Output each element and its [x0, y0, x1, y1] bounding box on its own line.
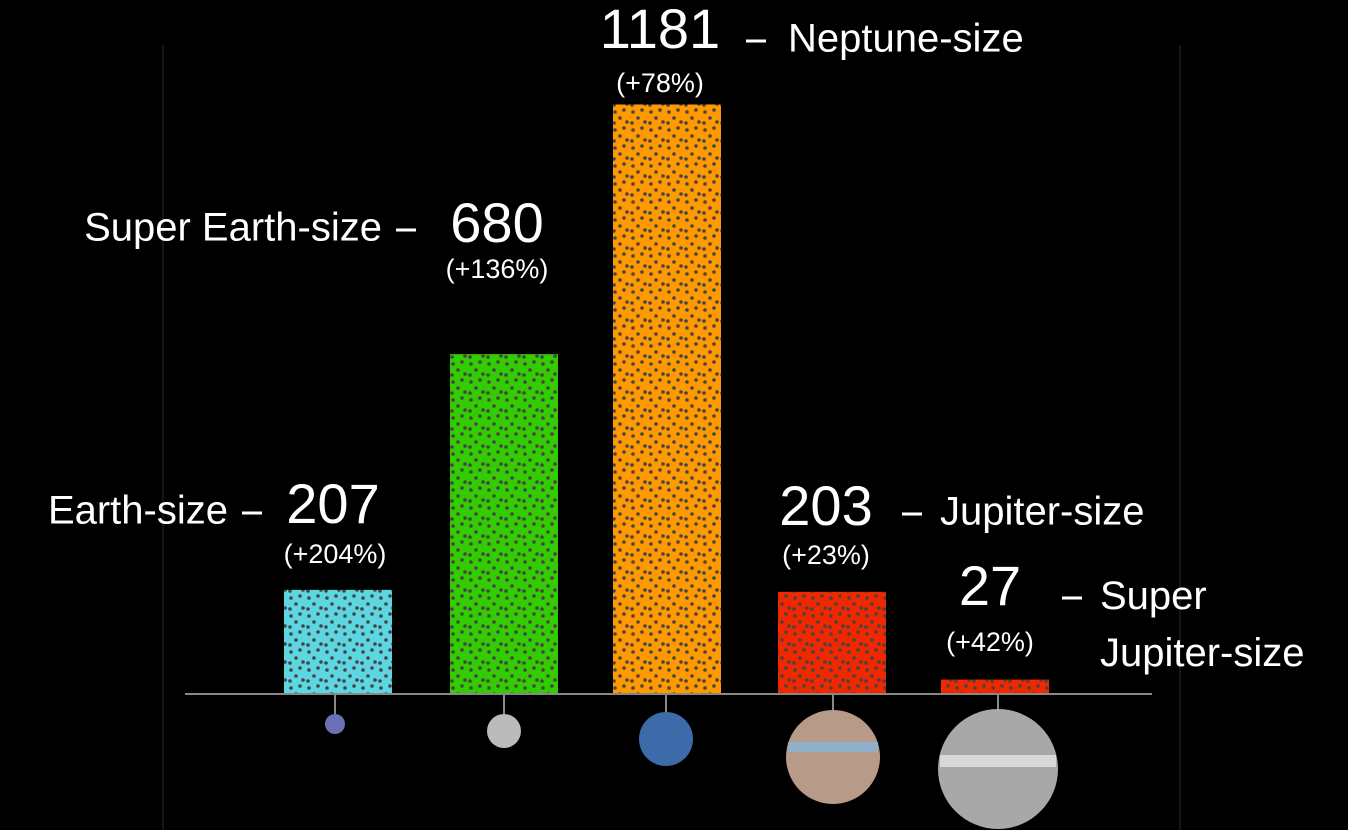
planet-band [940, 755, 1056, 767]
change-label: (+23%) [782, 540, 870, 570]
value-label: 203 [779, 474, 872, 537]
change-label: (+42%) [946, 627, 1034, 657]
planet-super-jupiter [938, 709, 1058, 829]
value-label: 207 [286, 472, 379, 535]
bar [941, 679, 1049, 693]
category-label: Super Earth-size [84, 206, 382, 250]
planet-icons [325, 694, 1058, 829]
category-label: Super Jupiter-size [1100, 574, 1305, 675]
planet-neptune [639, 712, 693, 766]
value-label: 27 [959, 554, 1021, 617]
category-label: Neptune-size [788, 17, 1024, 61]
category-label: Earth-size [48, 489, 228, 533]
bar [450, 354, 558, 693]
bar [778, 591, 886, 693]
planet-earth [325, 714, 345, 734]
planet-band [788, 742, 878, 752]
value-label: 680 [450, 191, 543, 254]
planet-jupiter [786, 710, 880, 804]
change-label: (+136%) [446, 254, 549, 284]
category-label: Jupiter-size [940, 490, 1145, 534]
change-label: (+78%) [616, 68, 704, 98]
bar [613, 104, 721, 694]
planet-super-earth [487, 714, 521, 748]
change-label: (+204%) [284, 539, 387, 569]
value-label: 1181 [600, 0, 720, 60]
bar [284, 589, 392, 693]
